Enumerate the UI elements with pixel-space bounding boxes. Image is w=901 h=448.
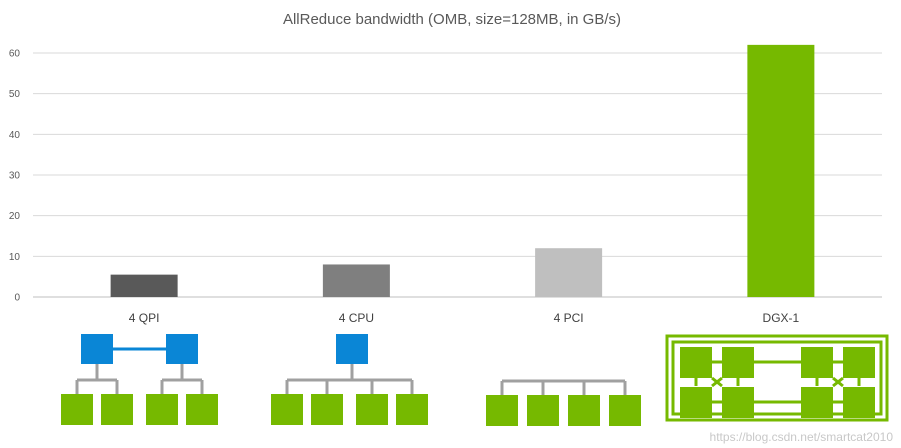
topology-dgx-1-diagram — [665, 334, 889, 422]
cpu-block — [81, 334, 113, 364]
gpu-block — [843, 347, 875, 378]
gpu-block — [486, 395, 518, 426]
watermark: https://blog.csdn.net/smartcat2010 — [710, 430, 894, 444]
y-tick-labels: 0 10 20 30 40 50 60 — [9, 49, 21, 304]
bar-dgx-1 — [747, 44, 815, 297]
topology-4-qpi-diagram — [61, 334, 218, 425]
y-tick-label: 30 — [9, 171, 21, 182]
chart-title: AllReduce bandwidth (OMB, size=128MB, in… — [283, 11, 621, 28]
y-tick-label: 10 — [9, 252, 21, 263]
gpu-block — [186, 394, 218, 425]
topology-4-cpu-diagram — [271, 334, 428, 425]
bar-4-qpi — [110, 274, 178, 297]
gpu-block — [396, 394, 428, 425]
category-label: DGX-1 — [763, 311, 800, 325]
category-labels: 4 QPI 4 CPU 4 PCI DGX-1 — [129, 311, 800, 325]
y-tick-label: 20 — [9, 211, 21, 222]
category-label: 4 QPI — [129, 311, 160, 325]
gpu-block — [801, 347, 833, 378]
cpu-block — [336, 334, 368, 364]
cpu-block — [166, 334, 198, 364]
gpu-block — [146, 394, 178, 425]
gpu-block — [680, 387, 712, 418]
category-label: 4 PCI — [554, 311, 584, 325]
gpu-block — [311, 394, 343, 425]
y-tick-label: 60 — [9, 49, 21, 60]
gpu-block — [722, 347, 754, 378]
gpu-block — [356, 394, 388, 425]
gpu-block — [271, 394, 303, 425]
gpu-block — [609, 395, 641, 426]
gridlines — [33, 52, 882, 298]
gpu-block — [568, 395, 600, 426]
gpu-block — [801, 387, 833, 418]
gpu-block — [61, 394, 93, 425]
bar-4-pci — [535, 248, 603, 297]
topology-4-pci-diagram — [486, 379, 641, 426]
gpu-block — [843, 387, 875, 418]
y-tick-label: 0 — [14, 293, 20, 304]
category-label: 4 CPU — [339, 311, 374, 325]
bars — [110, 44, 815, 297]
gpu-block — [722, 387, 754, 418]
gpu-block — [527, 395, 559, 426]
bar-4-cpu — [322, 264, 390, 297]
y-tick-label: 40 — [9, 130, 21, 141]
y-tick-label: 50 — [9, 89, 21, 100]
gpu-block — [101, 394, 133, 425]
gpu-block — [680, 347, 712, 378]
